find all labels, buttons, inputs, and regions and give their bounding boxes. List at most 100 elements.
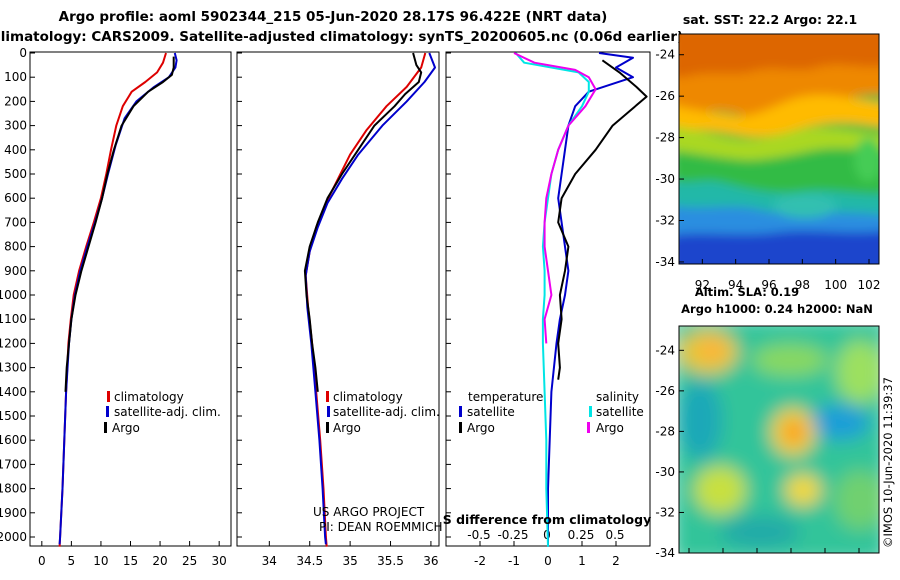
x-tick-label: -2 [474, 554, 486, 568]
legend-satellite-swatch [327, 406, 330, 417]
x-tick-label: 5 [68, 554, 76, 568]
x-tick-label: 1 [578, 554, 586, 568]
x-tick-label: 30 [212, 554, 227, 568]
temperature-x-axis: 0 5 10 15 20 25 30 [38, 541, 227, 568]
depth-tick-label: 200 [4, 94, 27, 108]
temperature-axes [29, 51, 232, 547]
series-line-salinity-satellite [514, 52, 590, 547]
depth-tick-label: 1700 [0, 457, 27, 471]
lat-tick-label: -30 [655, 465, 675, 479]
legend-argo-label: Argo [112, 421, 140, 435]
legend-climatology-swatch [326, 391, 329, 402]
legend-salinity-title: salinity [596, 390, 639, 404]
depth-tick-label: 600 [4, 191, 27, 205]
difference-xlabel: S difference from climatology [443, 512, 652, 527]
lat-tick-label: -34 [655, 546, 675, 560]
x-tick-label: 0 [38, 554, 46, 568]
lon-tick-label: 102 [858, 278, 881, 292]
series-line-temperature-argo [557, 59, 648, 380]
x-tick-label: 36 [423, 554, 438, 568]
lon-tick-label: 98 [795, 278, 810, 292]
legend-climatology-label: climatology [114, 390, 184, 404]
sst-map-frame [678, 33, 880, 265]
series-line-climatology [304, 52, 427, 547]
legend-sal-satellite-swatch [589, 406, 592, 417]
legend-argo-swatch [326, 422, 329, 433]
legend-argo-swatch [104, 422, 107, 433]
x-tick-label-salinity: -0.5 [467, 528, 490, 542]
legend-climatology-swatch [107, 391, 110, 402]
depth-tick-label: 1400 [0, 385, 27, 399]
series-line-satellite-adj-clim- [304, 52, 436, 545]
sst-map-field [679, 34, 879, 264]
sla-map-title-2: Argo h1000: 0.24 h2000: NaN [681, 302, 873, 316]
lat-tick-label: -26 [655, 89, 675, 103]
depth-tick-label: 1100 [0, 312, 27, 326]
series-line-argo [303, 52, 423, 392]
legend-temp-argo-swatch [459, 422, 462, 433]
depth-tick-label: 800 [4, 240, 27, 254]
x-tick-label: 35.5 [377, 554, 404, 568]
depth-tick-label: 0 [19, 46, 27, 60]
salinity-axes [236, 51, 440, 547]
x-tick-label: 34.5 [296, 554, 323, 568]
x-tick-label: 10 [93, 554, 108, 568]
x-tick-label: 0 [544, 554, 552, 568]
series-line-satellite-adj-clim- [58, 52, 178, 545]
lat-tick-label: -34 [655, 255, 675, 269]
depth-tick-label: 1000 [0, 288, 27, 302]
difference-x-axis: -2 -1 0 1 2-0.5 -0.25 0 0.25 0.5 [467, 528, 624, 568]
lat-tick-label: -30 [655, 172, 675, 186]
x-tick-label: 34 [262, 554, 277, 568]
legend-satellite-label: satellite-adj. clim. [114, 405, 221, 419]
depth-tick-label: 1300 [0, 361, 27, 375]
legend-temperature-title: temperature [468, 390, 543, 404]
lat-tick-label: -28 [655, 131, 675, 145]
temperature-legend: climatology satellite-adj. clim. Argo [104, 390, 221, 435]
depth-tick-label: 1600 [0, 433, 27, 447]
legend-temp-satellite-label: satellite [467, 405, 515, 419]
depth-tick-label: 700 [4, 215, 27, 229]
sla-map-field [679, 326, 879, 553]
temperature-lines [58, 52, 178, 547]
x-tick-label: 2 [612, 554, 620, 568]
salinity-legend: climatology satellite-adj. clim. Argo [326, 390, 440, 435]
x-tick-label-salinity: -0.25 [497, 528, 528, 542]
depth-tick-label: 500 [4, 167, 27, 181]
title-line-2: Climatology: CARS2009. Satellite-adjuste… [0, 29, 683, 45]
legend-satellite-swatch [106, 406, 109, 417]
title-line-1: Argo profile: aoml 5902344_215 05-Jun-20… [59, 9, 608, 25]
depth-tick-label: 1900 [0, 506, 27, 520]
lat-tick-label: -26 [655, 384, 675, 398]
depth-axis: 0 100 200 300 400 500 600 700 800 900 1000 1100 1200… [0, 46, 451, 544]
lon-tick-label: 92 [695, 278, 710, 292]
lon-tick-label: 96 [761, 278, 776, 292]
difference-lines [513, 52, 648, 547]
x-tick-label-salinity: 0.5 [605, 528, 624, 542]
lon-tick-label: 94 [728, 278, 743, 292]
legend-argo-label: Argo [333, 421, 361, 435]
series-line-argo [64, 56, 175, 392]
lat-tick-label: -28 [655, 424, 675, 438]
legend-satellite-label: satellite-adj. clim. [333, 405, 440, 419]
depth-tick-label: 1500 [0, 409, 27, 423]
sst-map-axes: 92 94 96 98 100 102 -24 -26 -28 -30 -32 -34 [655, 48, 880, 292]
depth-tick-label: 400 [4, 143, 27, 157]
depth-tick-label: 900 [4, 264, 27, 278]
x-tick-label: 35 [342, 554, 357, 568]
series-line-salinity-argo [513, 52, 597, 344]
depth-tick-label: 1800 [0, 482, 27, 496]
lon-tick-label: 100 [824, 278, 847, 292]
legend-climatology-label: climatology [333, 390, 403, 404]
sla-map-frame [678, 325, 880, 554]
legend-sal-satellite-label: satellite [596, 405, 644, 419]
lat-tick-label: -24 [655, 48, 675, 62]
lat-tick-label: -32 [655, 213, 675, 227]
x-tick-label: 25 [182, 554, 197, 568]
project-annotation: US ARGO PROJECT [313, 505, 425, 519]
sla-map-axes: -24 -26 -28 -30 -32 -34 [655, 343, 860, 560]
x-tick-label-salinity: 0.25 [568, 528, 595, 542]
salinity-lines [303, 52, 436, 547]
x-tick-label: -1 [508, 554, 520, 568]
